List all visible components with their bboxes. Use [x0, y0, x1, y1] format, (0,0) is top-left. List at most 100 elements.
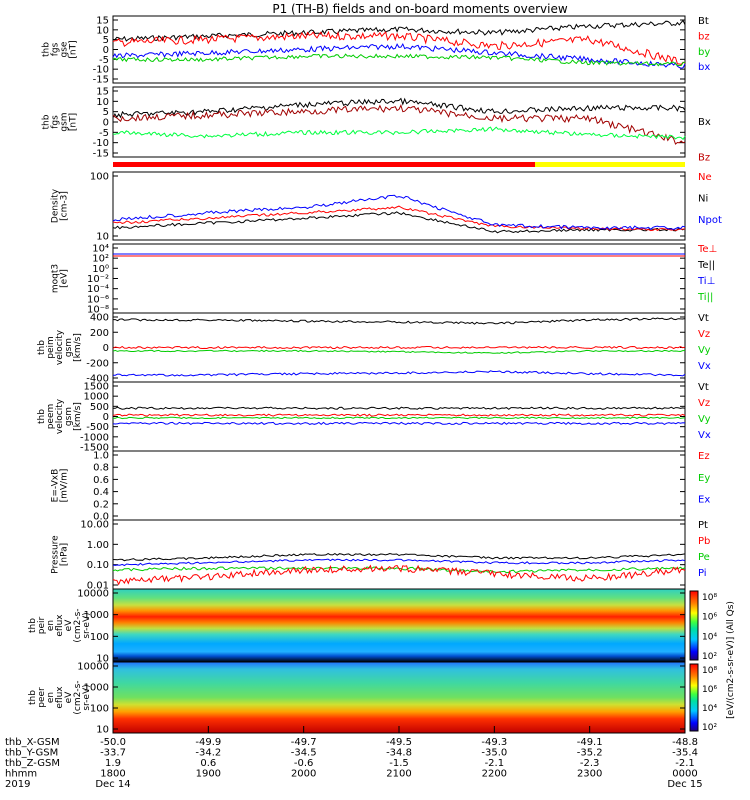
y-axis-label: thb: [37, 409, 47, 424]
electron-spectrogram: [113, 662, 685, 733]
y-axis-label: Pressure: [51, 535, 61, 574]
plot-title: P1 (TH-B) fields and on-board moments ov…: [272, 2, 568, 16]
y-axis-label: [eV]: [60, 269, 70, 288]
y-axis-label: [km/s]: [73, 333, 83, 362]
legend-bt: Bt: [698, 16, 709, 27]
series-bz: [112, 30, 686, 65]
colorbar-tick-label: 10⁸: [702, 593, 717, 603]
footer-value: -50.0: [100, 737, 126, 748]
y-axis-label: thb: [28, 618, 38, 633]
y-tick-label: 1000: [84, 683, 109, 694]
colorbar-scale: [689, 663, 699, 732]
footer-value: 2300: [577, 769, 602, 780]
footer-value: -2.1: [485, 758, 505, 769]
y-tick-label: 10⁻⁸: [87, 305, 109, 316]
legend-bx: Bx: [698, 117, 711, 128]
y-tick-label: 400: [90, 313, 109, 324]
y-axis-label: Density: [51, 188, 61, 223]
series-vz: [112, 413, 686, 417]
series-vy: [113, 416, 686, 420]
mode-bar-fast: [113, 162, 535, 167]
y-axis-label: [cm-3]: [60, 191, 70, 221]
legend-vz: Vz: [698, 398, 710, 409]
legend-te⊥: Te⊥: [697, 244, 717, 255]
footer-value: -34.5: [291, 748, 317, 759]
series-ni: [112, 211, 686, 234]
y-tick-label: 15: [96, 87, 109, 98]
series-pi: [112, 558, 686, 567]
series-vx: [112, 370, 686, 377]
series-bx: [112, 43, 686, 69]
y-tick-label: -15: [93, 75, 109, 86]
y-axis-label: (cm2-s-: [73, 608, 83, 642]
footer-value: 2200: [482, 769, 507, 780]
y-tick-label: 10: [96, 654, 109, 665]
y-axis-label: [nT]: [69, 40, 79, 58]
y-tick-label: 0.10: [87, 560, 109, 571]
y-tick-label: 15: [96, 16, 109, 27]
y-axis-label: eflux: [55, 686, 65, 709]
footer-value: -49.3: [481, 737, 507, 748]
y-axis-label: thb: [28, 690, 38, 705]
ion-spectrogram: [113, 589, 685, 662]
y-tick-label: -10: [93, 65, 109, 76]
series-bx: [112, 97, 686, 119]
footer-row-label: thb_Z-GSM: [5, 758, 60, 769]
y-tick-label: 0.8: [93, 463, 109, 474]
panel-7: 1.00.80.60.40.2 0.0 E=-VxB [mV/m] Ez Ey Ex: [51, 450, 710, 523]
y-axis-label: peir: [37, 616, 47, 634]
y-axis-label: gsm: [64, 338, 74, 357]
footer-date-end: Dec 15: [667, 779, 702, 790]
footer-value: 0000: [672, 769, 697, 780]
series-vx: [112, 421, 686, 426]
colorbar-1: 10⁸ 10⁶ 10⁴ 10²: [689, 590, 717, 662]
y-tick-label: 10000: [77, 589, 109, 600]
series-vt: [112, 406, 686, 410]
y-tick-label: -10: [93, 138, 109, 149]
footer-value: -0.6: [294, 758, 314, 769]
panel-frame: [112, 450, 686, 521]
y-tick-label: 10²: [92, 254, 109, 265]
y-axis-label: thb: [42, 42, 52, 57]
legend-ni: Ni: [698, 193, 708, 204]
colorbar-tick-label: 10⁴: [702, 704, 717, 714]
legend-pt: Pt: [698, 520, 708, 531]
y-tick-label: 0: [103, 343, 109, 354]
y-axis-label: eV: [64, 691, 74, 704]
y-tick-label: -1500: [80, 443, 109, 454]
y-axis-label: [km/s]: [73, 402, 83, 431]
y-axis-label: gsm: [60, 112, 70, 131]
footer-value: 0.6: [200, 758, 216, 769]
panel-frame: [112, 519, 686, 590]
legend-ti||: Ti||: [697, 292, 713, 303]
y-tick-label: -200: [86, 358, 109, 369]
y-tick-label: 10⁻⁴: [87, 284, 109, 295]
legend-bz: Bz: [698, 152, 710, 163]
footer-ephemeris: thb_X-GSM -50.0 -49.9 -49.7 -49.5 -49.3 -49.1-…: [5, 737, 703, 790]
footer-value: -2.3: [580, 758, 600, 769]
colorbar-label: [eV/(cm2-s-sr-eV)] (All Qs): [726, 601, 736, 719]
legend-ez: Ez: [698, 451, 710, 462]
legend-vx: Vx: [698, 430, 711, 441]
footer-value: -34.2: [195, 748, 221, 759]
y-tick-label: 0: [103, 45, 109, 56]
footer-value: -49.7: [291, 737, 317, 748]
y-axis-label: moqt3: [51, 264, 61, 293]
panel-frame: [112, 15, 686, 84]
y-tick-label: 10⁴: [92, 244, 109, 255]
y-tick-label: 10: [96, 25, 109, 36]
footer-year: 2019: [5, 779, 30, 790]
colorbar-scale: [689, 590, 699, 661]
panel-10: 10000 1000 100 10 thb peer en eflux eV (cm2-s-sr-…: [28, 661, 686, 736]
panel-frame: [112, 171, 686, 241]
y-axis-label: en: [46, 620, 56, 631]
legend-by: by: [698, 47, 710, 58]
y-tick-label: 500: [90, 402, 109, 413]
legend-ex: Ex: [698, 495, 710, 506]
legend-vt: Vt: [698, 382, 709, 393]
legend-vy: Vy: [698, 345, 711, 356]
y-axis-label: E=-VxB: [51, 469, 61, 503]
colorbar-tick-label: 10²: [702, 652, 717, 662]
colorbar-2: 10⁸ 10⁶ 10⁴ 10²: [689, 663, 717, 733]
